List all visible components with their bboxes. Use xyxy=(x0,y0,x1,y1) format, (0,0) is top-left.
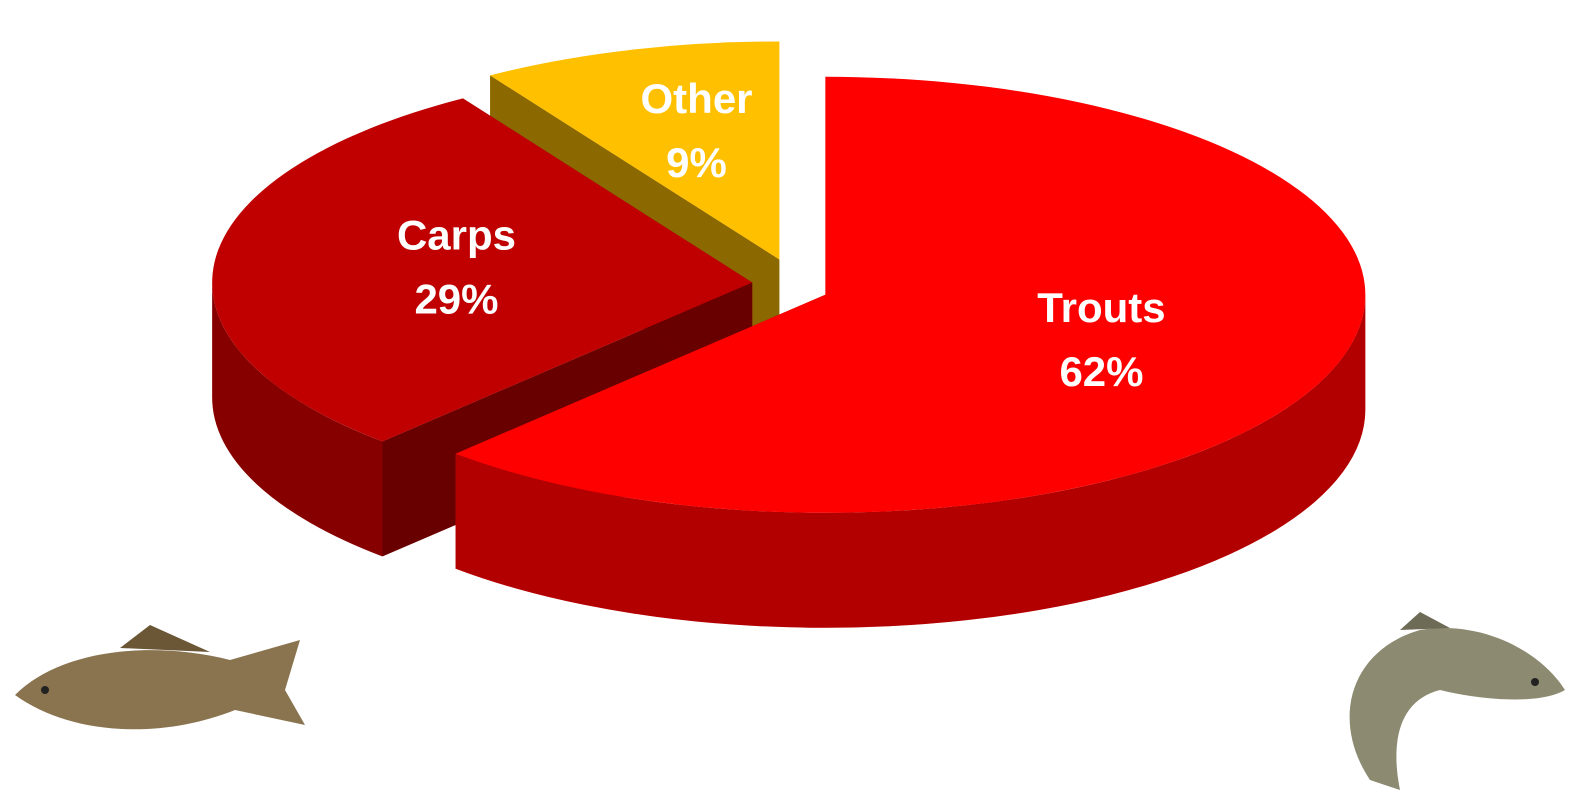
carp-illustration xyxy=(15,625,305,730)
slice-side xyxy=(455,294,1366,628)
data-label-value: 29% xyxy=(414,275,498,322)
slice-side xyxy=(212,282,383,557)
data-label-category: Carps xyxy=(397,211,516,258)
slice xyxy=(455,76,1366,628)
fish-fin xyxy=(120,625,210,652)
fish-eye xyxy=(41,686,49,694)
data-label-category: Other xyxy=(641,75,753,122)
slice-top xyxy=(212,98,753,442)
slice-top xyxy=(455,76,1366,513)
slice-shade xyxy=(212,282,383,557)
fish-eye xyxy=(1531,678,1539,686)
slice-shade xyxy=(455,294,1366,628)
data-label-value: 9% xyxy=(666,139,727,186)
data-label-category: Trouts xyxy=(1037,284,1165,331)
fish-fin xyxy=(1400,612,1450,630)
data-label-value: 62% xyxy=(1059,348,1143,395)
slice-top xyxy=(490,41,780,260)
fish-body xyxy=(1349,628,1565,790)
trout-illustration xyxy=(1349,612,1565,790)
fish-body xyxy=(15,640,305,730)
